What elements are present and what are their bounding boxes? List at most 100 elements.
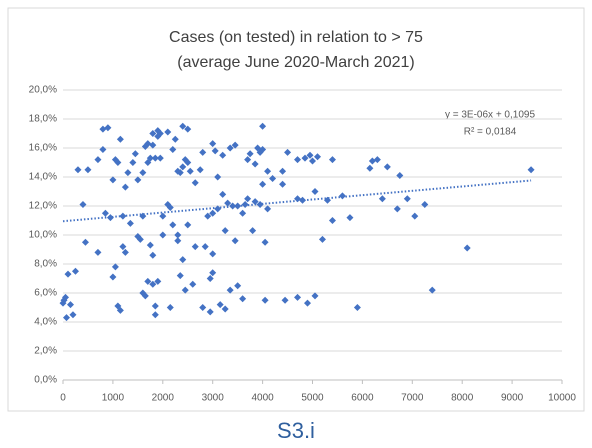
point [328, 217, 336, 224]
point [184, 221, 192, 229]
point [214, 173, 222, 181]
point [209, 269, 217, 277]
point [151, 311, 159, 319]
point [74, 166, 82, 174]
point [149, 141, 157, 149]
x-tick-label: 3000 [202, 393, 225, 404]
point [411, 212, 419, 220]
point [164, 128, 172, 136]
point [219, 151, 227, 159]
point [393, 205, 401, 213]
trendline-equation: y = 3E-06x + 0,1095 [445, 110, 536, 121]
point [421, 201, 429, 209]
point [209, 209, 217, 217]
point [201, 243, 209, 251]
point [328, 156, 336, 164]
point [121, 183, 129, 191]
trendline-r2: R² = 0,0184 [464, 127, 517, 138]
point [231, 237, 239, 245]
point [116, 135, 124, 143]
point [304, 299, 312, 307]
point [259, 145, 267, 153]
point [109, 176, 117, 184]
point [206, 275, 214, 282]
point [281, 296, 289, 304]
y-tick-label: 6,0% [34, 288, 57, 299]
y-tick-label: 2,0% [34, 346, 57, 357]
point [126, 219, 134, 227]
point [294, 156, 302, 164]
point [396, 172, 404, 180]
point [211, 147, 219, 155]
point [159, 212, 167, 220]
point [239, 295, 247, 303]
point [368, 157, 376, 165]
x-tick-label: 10000 [548, 393, 576, 404]
point [121, 248, 129, 256]
point [176, 169, 184, 177]
point [109, 273, 117, 281]
point [174, 237, 182, 245]
y-tick-label: 14,0% [29, 172, 57, 183]
point [159, 231, 167, 239]
point [463, 244, 471, 252]
point [311, 292, 319, 300]
x-tick-label: 4000 [251, 393, 274, 404]
point [226, 144, 234, 152]
point [204, 212, 212, 220]
point [306, 151, 314, 159]
y-tick-label: 12,0% [29, 201, 57, 212]
point [301, 154, 309, 162]
point [116, 306, 124, 314]
x-tick-label: 5000 [301, 393, 324, 404]
point [221, 227, 229, 235]
point [149, 280, 157, 288]
x-tick-label: 9000 [501, 393, 524, 404]
point [176, 272, 184, 280]
point [154, 277, 162, 285]
point [191, 179, 199, 187]
x-tick-label: 0 [60, 393, 66, 404]
point [206, 308, 214, 316]
point [144, 140, 152, 148]
point [149, 251, 157, 259]
point [261, 296, 269, 304]
point [124, 169, 132, 177]
y-tick-label: 20,0% [29, 85, 57, 96]
point [69, 311, 77, 319]
point [184, 125, 192, 133]
point [346, 214, 354, 222]
point [403, 195, 411, 203]
point [231, 141, 239, 149]
point [259, 180, 267, 188]
point [527, 166, 535, 174]
point [269, 174, 277, 182]
point [184, 159, 192, 166]
point [169, 221, 177, 229]
x-tick-label: 6000 [351, 393, 374, 404]
chart-border [7, 7, 585, 412]
point [226, 286, 234, 294]
x-tick-label: 2000 [152, 393, 175, 404]
point [166, 203, 174, 211]
point [151, 302, 159, 310]
point [199, 148, 207, 156]
point [136, 235, 144, 243]
point [264, 167, 272, 175]
point [214, 205, 222, 213]
point [244, 156, 252, 164]
point [313, 153, 321, 161]
point [134, 176, 142, 184]
trendline [62, 179, 532, 223]
point [338, 192, 346, 200]
point [149, 130, 157, 137]
point [191, 243, 199, 251]
point [146, 241, 154, 249]
point [111, 263, 119, 271]
point [141, 292, 149, 300]
point [151, 154, 159, 162]
point [366, 164, 374, 172]
point [156, 154, 164, 162]
point [106, 214, 114, 222]
